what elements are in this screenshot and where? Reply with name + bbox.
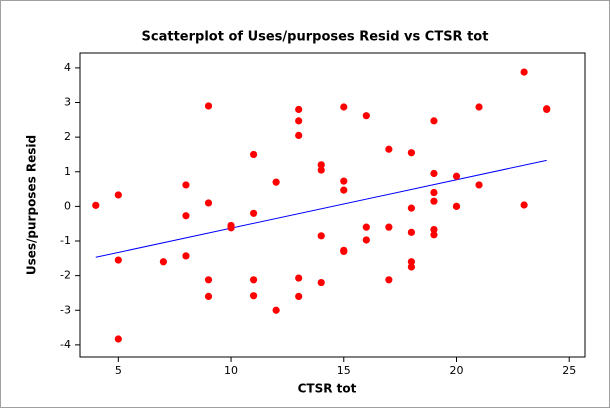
point: [159, 258, 168, 266]
point: [249, 150, 258, 159]
point: [430, 197, 438, 205]
point: [295, 105, 303, 114]
point: [452, 172, 461, 180]
point: [317, 166, 325, 174]
point: [295, 274, 303, 282]
point: [407, 204, 416, 212]
point: [407, 149, 416, 157]
point: [385, 145, 393, 153]
point: [204, 102, 213, 110]
point: [430, 188, 438, 197]
point: [295, 131, 303, 140]
point: [340, 186, 348, 194]
x-tick-label: 5: [115, 364, 122, 377]
y-tick-label: -2: [60, 269, 71, 282]
point: [204, 276, 213, 284]
point: [340, 177, 348, 185]
point: [430, 225, 438, 234]
point: [317, 161, 325, 169]
point: [114, 335, 122, 343]
point: [249, 276, 258, 284]
point: [114, 256, 122, 264]
y-tick-label: -4: [60, 338, 71, 351]
y-tick-label: 1: [64, 165, 71, 178]
point: [385, 276, 393, 284]
point: [295, 117, 303, 125]
point: [249, 292, 258, 300]
point: [475, 103, 483, 111]
plot-area: [79, 52, 586, 358]
x-axis-label: CTSR tot: [298, 382, 357, 396]
point: [430, 117, 438, 125]
y-tick-label: 3: [64, 96, 71, 109]
y-tick-label: 4: [64, 61, 71, 74]
x-tick-label: 20: [449, 364, 463, 377]
chart-title: Scatterplot of Uses/purposes Resid vs CT…: [142, 30, 489, 45]
y-axis-label: Uses/purposes Resid: [25, 135, 39, 275]
point: [182, 181, 190, 189]
point: [520, 201, 528, 209]
y-tick-label: 2: [64, 130, 71, 143]
point: [272, 178, 280, 186]
point: [362, 223, 370, 231]
point: [430, 231, 438, 239]
point: [182, 252, 190, 260]
point: [114, 191, 122, 199]
point: [362, 112, 370, 120]
fit-line: [95, 159, 547, 258]
point: [204, 199, 213, 207]
point: [295, 292, 303, 301]
x-tick-label: 15: [337, 364, 351, 377]
point: [204, 292, 213, 301]
point: [272, 306, 280, 314]
point: [317, 232, 325, 240]
point: [407, 228, 416, 236]
point: [317, 278, 325, 287]
point: [182, 212, 190, 220]
point: [385, 223, 393, 231]
point: [475, 181, 483, 189]
y-tick-label: 0: [64, 199, 71, 212]
y-tick-label: -1: [60, 234, 71, 247]
y-tick-label: -3: [60, 303, 71, 316]
x-tick-label: 10: [224, 364, 238, 377]
point: [407, 258, 416, 266]
point: [430, 169, 438, 178]
point: [543, 105, 551, 114]
point: [407, 263, 416, 271]
point: [227, 224, 235, 232]
point: [340, 103, 348, 111]
point: [340, 247, 348, 255]
x-tick-label: 25: [562, 364, 576, 377]
point: [92, 201, 100, 209]
point: [362, 236, 370, 244]
point: [520, 68, 528, 76]
point: [452, 202, 461, 210]
point: [249, 209, 258, 217]
